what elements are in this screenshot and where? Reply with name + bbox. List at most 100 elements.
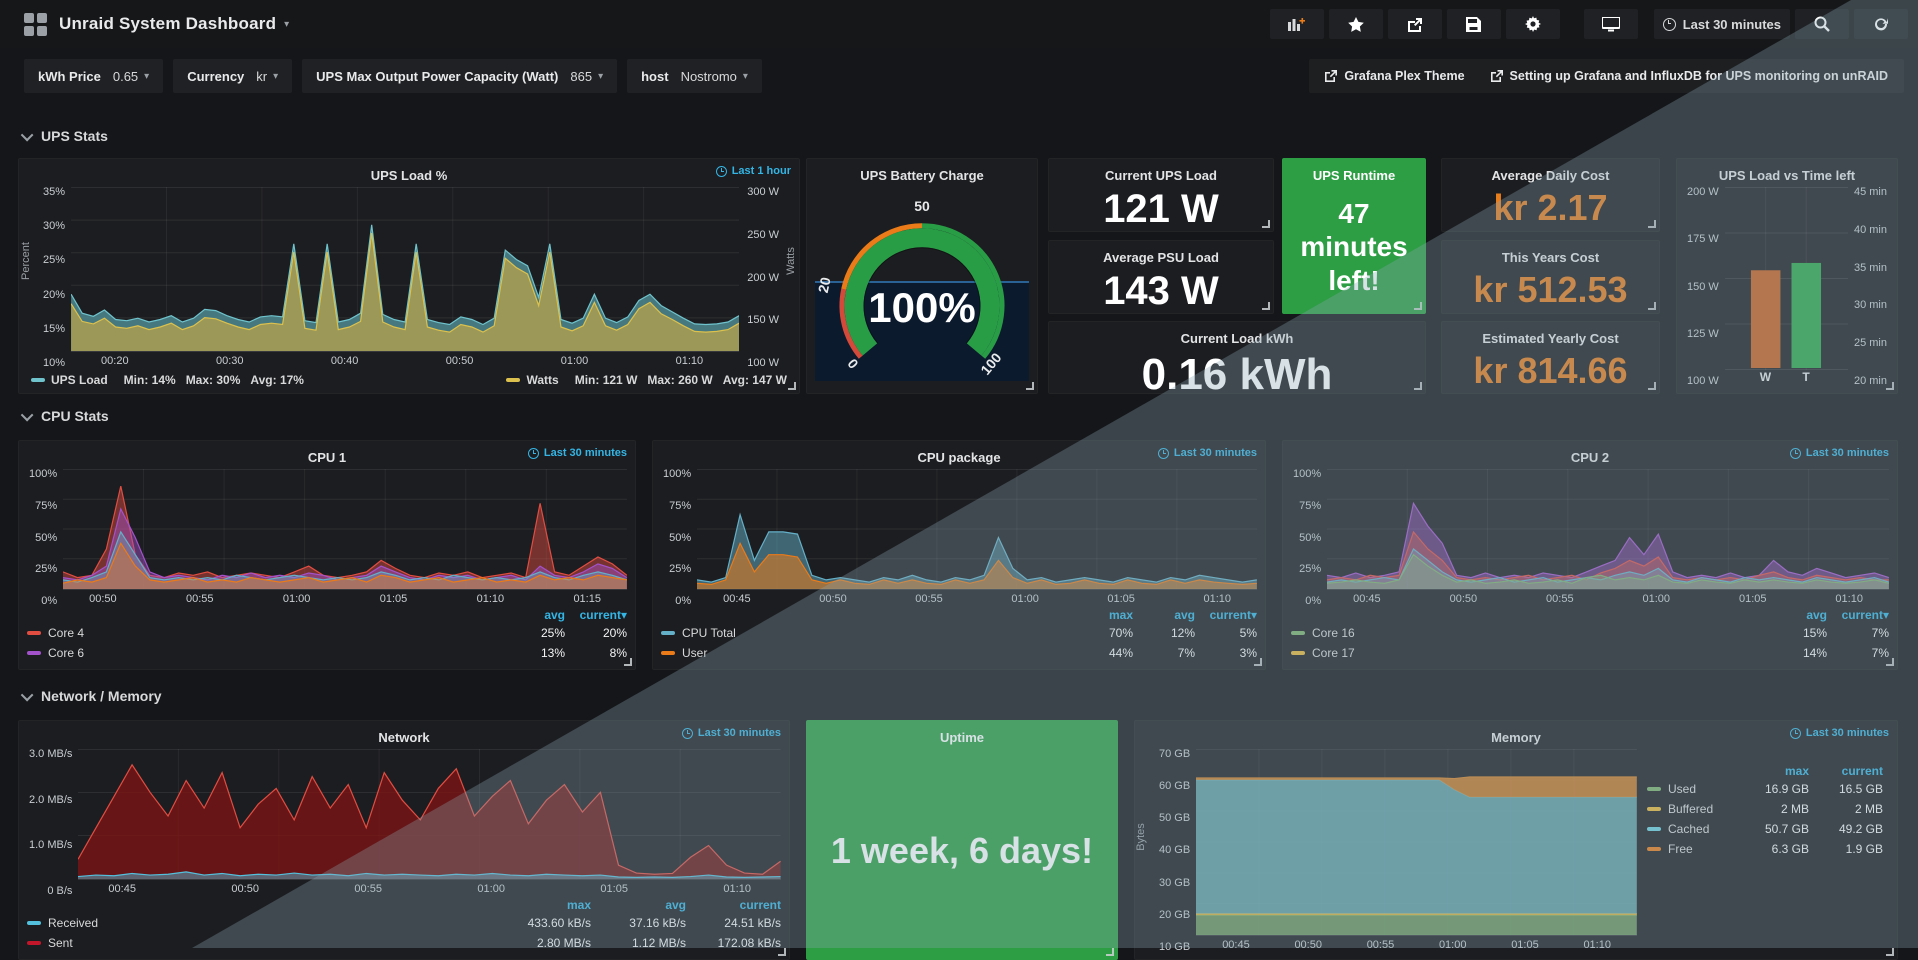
legend-item[interactable]: Used 16.9 GB 16.5 GB	[1647, 779, 1883, 799]
x-axis: 00:50 00:55 01:00 01:05 01:10 01:15	[63, 590, 627, 607]
axis-tick: 50%	[669, 531, 692, 544]
axis-tick: 40 GB	[1159, 844, 1191, 857]
link-grafana-influxdb-guide[interactable]: Setting up Grafana and InfluxDB for UPS …	[1490, 69, 1888, 83]
save-button[interactable]	[1446, 9, 1501, 39]
panel-time-badge[interactable]: Last 30 minutes	[1789, 447, 1889, 459]
chart-legend: max current Used 16.9 GB 16.5 GB Buffered 2 MB…	[1637, 749, 1889, 953]
section-network-memory[interactable]: Network / Memory	[20, 688, 162, 704]
legend-item[interactable]: Core 6 13% 8%	[27, 643, 627, 663]
network-chart[interactable]	[78, 749, 781, 880]
stat-title: Uptime	[939, 729, 985, 745]
variable-label: host	[641, 68, 669, 84]
dashboard-grid-icon[interactable]	[24, 12, 47, 36]
legend-item[interactable]: Cached 50.7 GB 49.2 GB	[1647, 819, 1883, 839]
variable-ups-max-output[interactable]: UPS Max Output Power Capacity (Watt) 865…	[302, 59, 618, 93]
panel-ups-battery-charge: UPS Battery Charge 0 20 50 100 100%	[806, 158, 1038, 394]
section-cpu-stats[interactable]: CPU Stats	[20, 408, 109, 424]
legend-item[interactable]: Free 6.3 GB 1.9 GB	[1647, 839, 1883, 859]
legend-item[interactable]: CPU Total 70% 12% 5%	[661, 623, 1257, 643]
axis-tick: 00:45	[108, 882, 136, 895]
legend-item[interactable]: Received 433.60 kB/s 37.16 kB/s 24.51 kB/s	[27, 913, 781, 933]
add-panel-button[interactable]	[1269, 9, 1324, 39]
legend-sort-current[interactable]: current	[1841, 764, 1883, 778]
axis-tick: 100 W	[747, 357, 779, 369]
cpu1-chart[interactable]	[63, 469, 627, 590]
link-grafana-plex-theme[interactable]: Grafana Plex Theme	[1325, 69, 1465, 83]
legend-sort-max[interactable]: max	[1108, 608, 1133, 622]
legend-item[interactable]: UPS Load Min: 14% Max: 30% Avg: 17%	[31, 373, 304, 387]
variable-currency[interactable]: Currency kr ▾	[173, 59, 293, 93]
legend-item[interactable]: Sent 2.80 MB/s 1.12 MB/s 172.08 kB/s	[27, 933, 781, 953]
axis-tick: 00:50	[1294, 938, 1322, 951]
legend-sort-max[interactable]: max	[1784, 764, 1809, 778]
y-axis: 100% 75% 50% 25% 0%	[27, 469, 63, 607]
svg-text:20: 20	[818, 276, 834, 295]
cpu-package-chart[interactable]	[697, 469, 1257, 590]
legend-item[interactable]: User 44% 7% 3%	[661, 643, 1257, 663]
time-range-picker[interactable]: Last 30 minutes	[1653, 9, 1790, 39]
legend-sort-max[interactable]: max	[566, 898, 591, 912]
tv-cycle-button[interactable]	[1583, 9, 1638, 39]
clock-icon	[681, 727, 693, 739]
panel-current-load-kwh: Current Load kWh 0.16 kWh	[1048, 321, 1426, 399]
legend-item[interactable]: Buffered 2 MB 2 MB	[1647, 799, 1883, 819]
panel-title[interactable]: Network	[378, 729, 430, 745]
legend-sort-current[interactable]: current▾	[579, 608, 627, 622]
panel-title[interactable]: Memory	[1491, 729, 1541, 745]
section-ups-stats[interactable]: UPS Stats	[20, 128, 108, 144]
legend-sort-avg[interactable]: avg	[544, 608, 565, 622]
panel-average-daily-cost: Average Daily Cost kr 2.17	[1441, 158, 1660, 232]
variable-kwh-price[interactable]: kWh Price 0.65 ▾	[24, 59, 164, 93]
bars-chart[interactable]	[1724, 187, 1848, 370]
external-link-icon	[1490, 70, 1503, 82]
y-axis: 100% 75% 50% 25% 0%	[661, 469, 697, 607]
panel-time-badge[interactable]: Last 30 minutes	[1789, 727, 1889, 739]
memory-chart[interactable]	[1196, 749, 1637, 936]
axis-tick: 150 W	[1687, 280, 1719, 293]
axis-tick: 0%	[675, 595, 692, 607]
legend-swatch	[27, 921, 41, 925]
variable-host[interactable]: host Nostromo ▾	[627, 59, 762, 93]
panel-time-badge[interactable]: Last 1 hour	[715, 165, 791, 177]
axis-tick: 01:15	[573, 592, 601, 605]
legend-sort-current[interactable]: current▾	[1841, 608, 1889, 622]
ups-load-chart[interactable]	[71, 187, 740, 352]
panel-title[interactable]: UPS Load %	[370, 167, 448, 183]
zoom-out-button[interactable]	[1795, 9, 1849, 39]
top-navbar: Unraid System Dashboard ▾ La	[0, 0, 1918, 48]
axis-tick: 250 W	[747, 228, 779, 241]
axis-tick: 01:00	[282, 592, 311, 605]
legend-sort-avg[interactable]: avg	[1806, 608, 1827, 622]
axis-tick: 25%	[669, 563, 692, 576]
panel-time-badge[interactable]: Last 30 minutes	[1157, 447, 1257, 459]
legend-sort-current[interactable]: current▾	[1209, 608, 1257, 622]
refresh-button[interactable]	[1854, 9, 1908, 39]
legend-sort-avg[interactable]: avg	[1174, 608, 1195, 622]
panel-title[interactable]: UPS Battery Charge	[860, 167, 984, 183]
svg-text:100%: 100%	[868, 284, 975, 331]
legend-sort-current[interactable]: current	[739, 898, 781, 912]
panel-time-badge[interactable]: Last 30 minutes	[681, 727, 781, 739]
panel-title[interactable]: CPU package	[917, 449, 1001, 465]
legend-item[interactable]: Watts Min: 121 W Max: 260 W Avg: 147 W	[506, 373, 787, 387]
panel-time-badge[interactable]: Last 30 minutes	[527, 447, 627, 459]
variable-label: Currency	[187, 68, 245, 84]
settings-button[interactable]	[1505, 9, 1560, 39]
panel-memory: Last 30 minutes Memory Bytes 70 GB 60 GB 5…	[1134, 720, 1898, 960]
legend-item[interactable]: Core 17 14% 7%	[1291, 643, 1889, 663]
share-button[interactable]	[1387, 9, 1442, 39]
legend-sort-avg[interactable]: avg	[665, 898, 686, 912]
y-axis: 200 W 175 W 150 W 125 W 100 W	[1685, 187, 1725, 387]
star-button[interactable]	[1328, 9, 1383, 39]
axis-tick: 10%	[43, 356, 66, 369]
dashboard-title-dropdown[interactable]: Unraid System Dashboard ▾	[59, 14, 289, 34]
panel-title[interactable]: UPS Load vs Time left	[1718, 167, 1856, 183]
legend-item[interactable]: Core 4 25% 20%	[27, 623, 627, 643]
axis-tick: 20%	[43, 288, 66, 301]
legend-item[interactable]: Core 16 15% 7%	[1291, 623, 1889, 643]
panel-title[interactable]: CPU 1	[307, 449, 347, 465]
cpu2-chart[interactable]	[1327, 469, 1889, 590]
panel-title[interactable]: CPU 2	[1570, 449, 1610, 465]
axis-tick: 60 GB	[1159, 780, 1191, 793]
